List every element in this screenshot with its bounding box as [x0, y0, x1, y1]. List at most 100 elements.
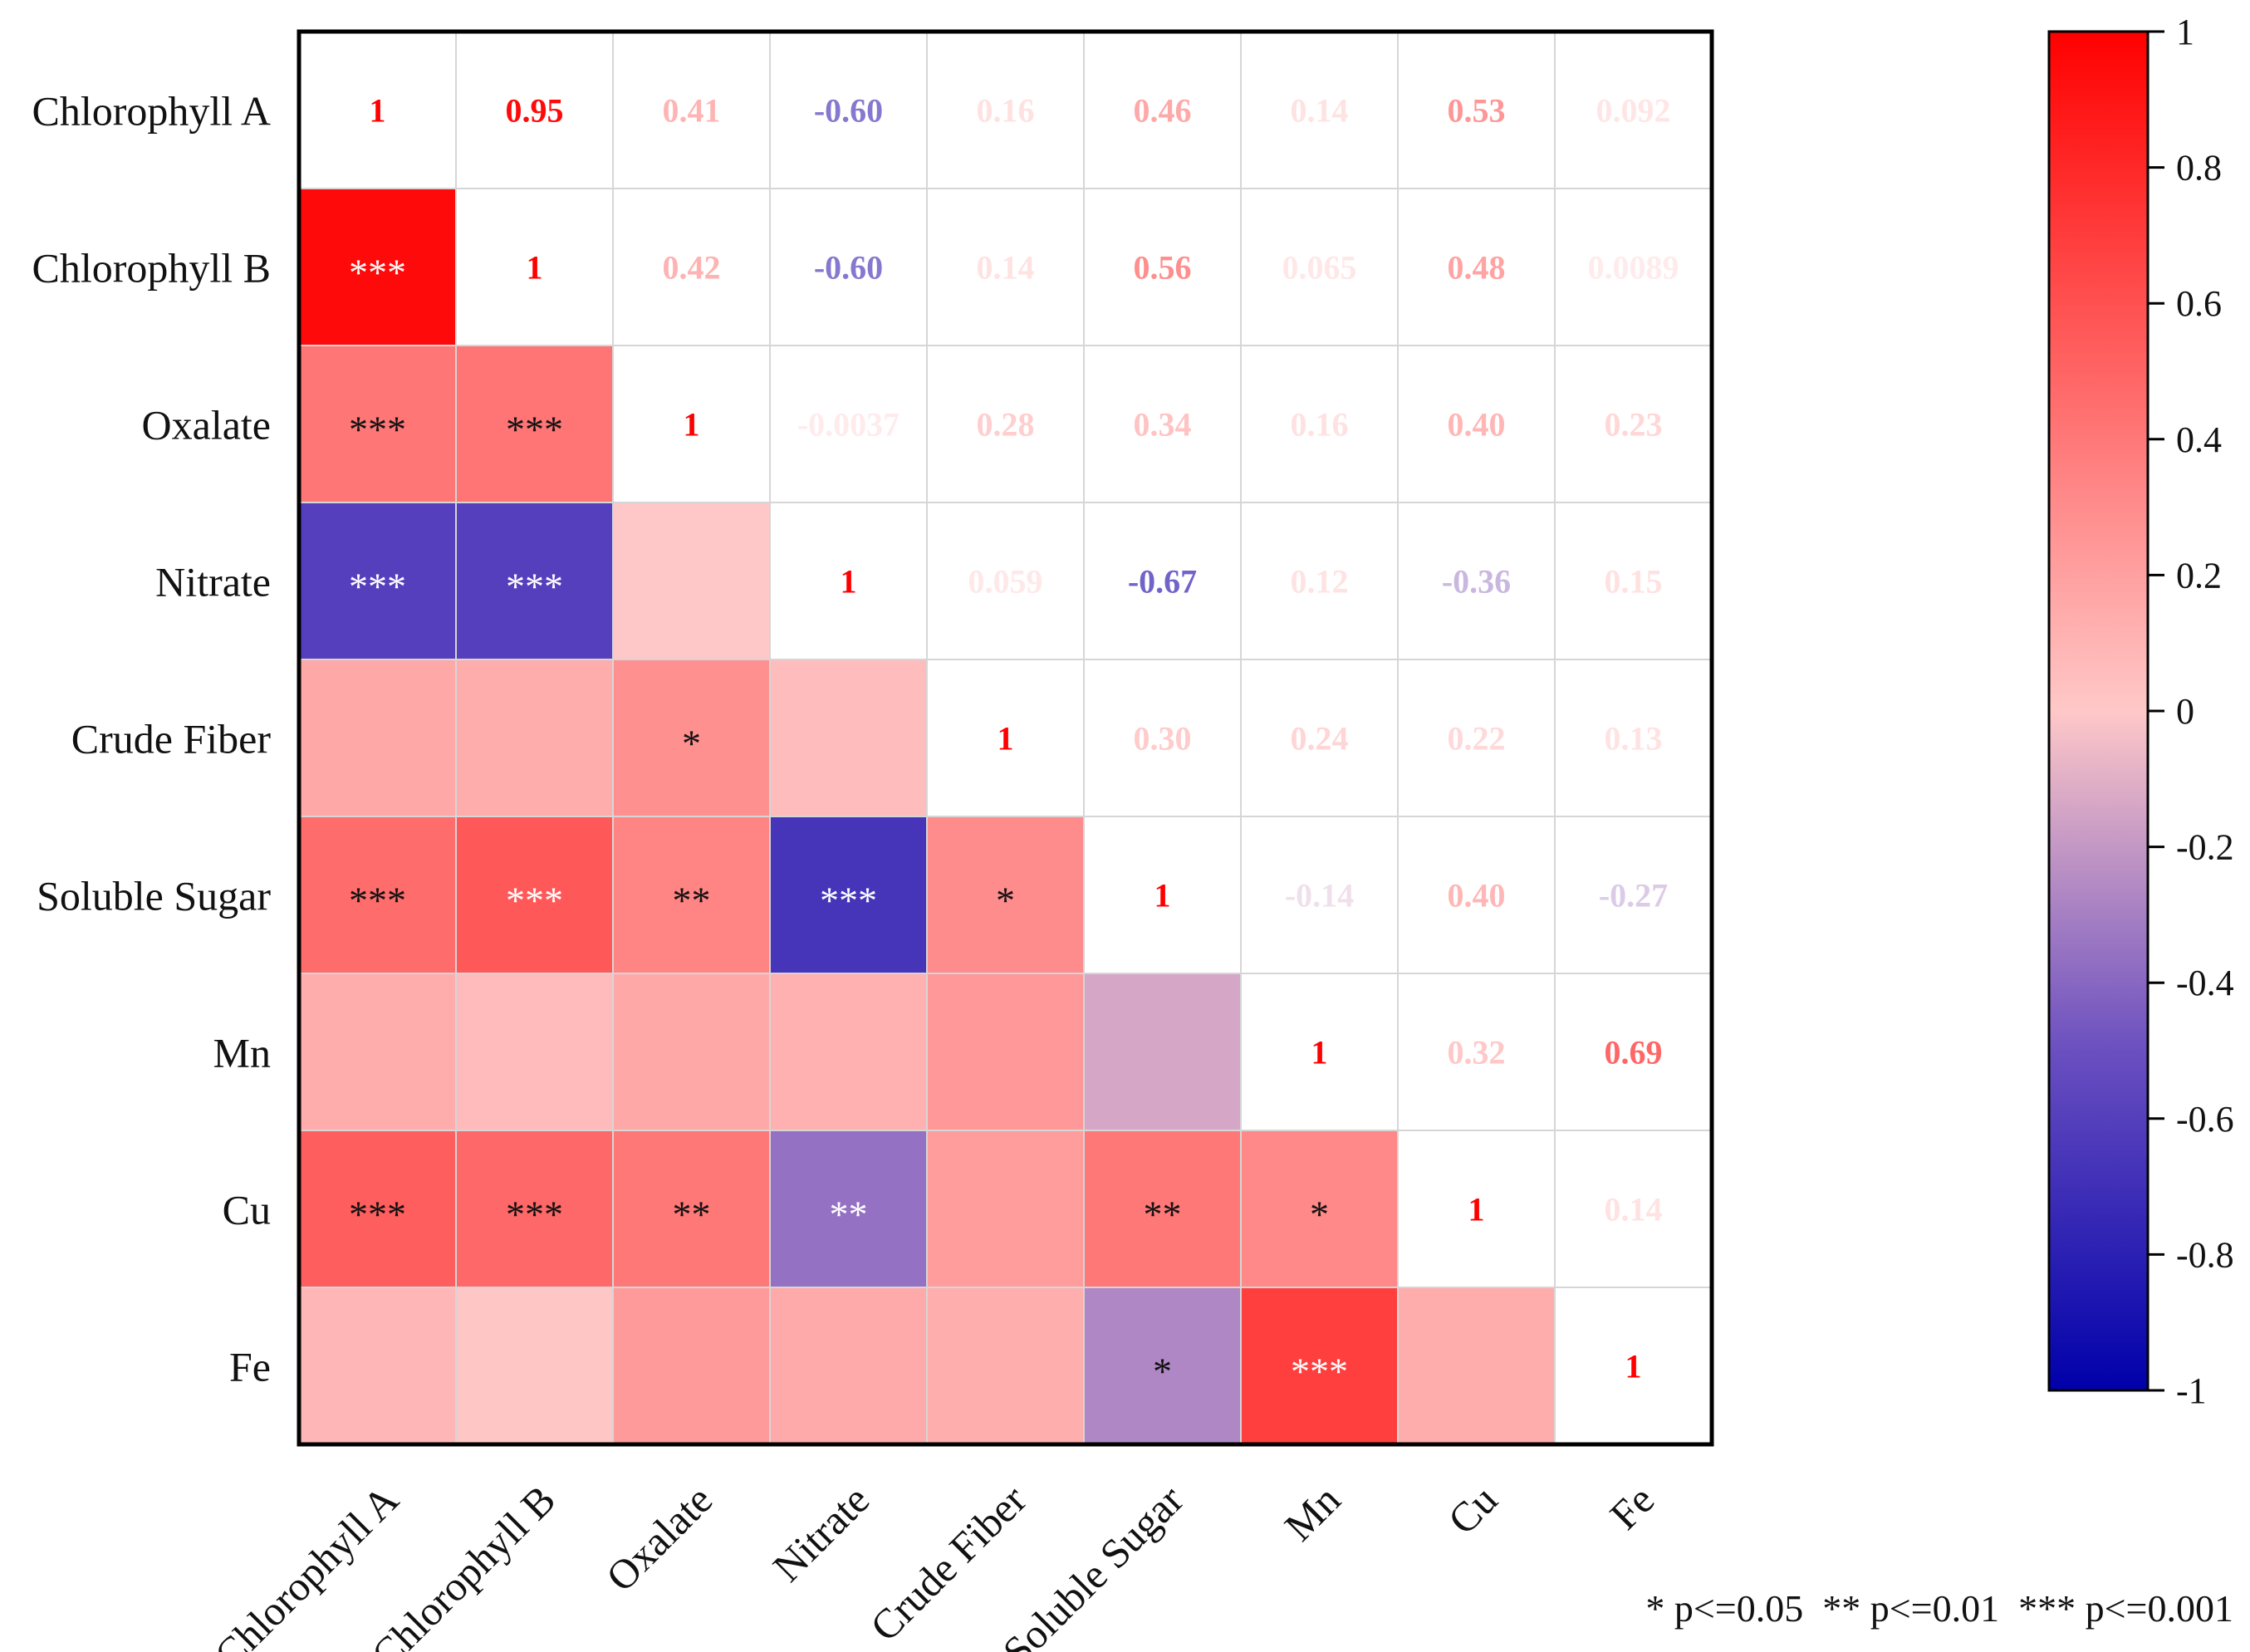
- significance-mark: ***: [506, 880, 563, 922]
- heatmap-cell-6-5: [1084, 973, 1241, 1130]
- colorbar-tick-label: 1: [2176, 12, 2194, 52]
- correlation-value: 0.40: [1448, 877, 1506, 914]
- x-tick-label: Mn: [1276, 1476, 1350, 1550]
- significance-mark: ***: [349, 1194, 406, 1236]
- significance-mark: **: [830, 1194, 868, 1236]
- y-tick-label: Nitrate: [155, 559, 271, 605]
- correlation-value: 0.40: [1448, 406, 1506, 444]
- colorbar-tick-label: 0.8: [2176, 148, 2222, 189]
- colorbar-tick-label: 0.4: [2176, 419, 2222, 460]
- correlation-value: -0.14: [1285, 877, 1354, 914]
- significance-mark: ***: [506, 566, 563, 608]
- heatmap-frame: [297, 29, 1714, 1447]
- x-tick-label: Crude Fiber: [861, 1476, 1036, 1650]
- heatmap-cell-5-3: [770, 816, 927, 973]
- correlation-value: 1: [527, 249, 543, 287]
- correlation-value: 1: [1468, 1191, 1485, 1228]
- heatmap-cell-7-0: [299, 1130, 456, 1287]
- correlation-value: 1: [370, 92, 386, 130]
- significance-mark: *: [1310, 1194, 1329, 1236]
- correlation-value: 0.13: [1605, 720, 1663, 757]
- correlation-value: 0.34: [1134, 406, 1192, 444]
- y-tick-label: Crude Fiber: [71, 716, 272, 762]
- y-tick-label: Soluble Sugar: [37, 873, 271, 919]
- heatmap-cell-8-1: [456, 1287, 613, 1444]
- correlation-value: 0.32: [1448, 1034, 1506, 1071]
- y-tick-label: Mn: [213, 1030, 271, 1076]
- colorbar-tick-label: 0.2: [2176, 555, 2222, 596]
- colorbar-tick-label: 0: [2176, 691, 2194, 732]
- x-tick-label: Chlorophyll A: [205, 1476, 407, 1652]
- correlation-value: -0.36: [1442, 563, 1511, 601]
- colorbar: 1 0.8 0.6 0.4 0.2 0 -0.2 -0.4 -0.6 -0.8 -1: [2047, 12, 2234, 1411]
- significance-mark: ***: [506, 409, 563, 451]
- heatmap-cell-4-0: [299, 659, 456, 816]
- correlation-value: 0.065: [1282, 249, 1357, 287]
- y-axis-labels: Chlorophyll A Chlorophyll B Oxalate Nitrate…: [32, 88, 271, 1390]
- y-tick-label: Oxalate: [142, 402, 271, 449]
- significance-mark: *: [996, 880, 1015, 922]
- correlation-value: -0.60: [814, 249, 883, 287]
- correlation-value: -0.27: [1599, 877, 1668, 914]
- heatmap-cell-2-0: [299, 346, 456, 502]
- significance-mark: **: [673, 880, 711, 922]
- correlation-value: -0.67: [1128, 563, 1197, 601]
- significance-mark: **: [673, 1194, 711, 1236]
- correlation-value: 1: [841, 563, 857, 601]
- heatmap-cell-7-6: [1241, 1130, 1398, 1287]
- y-tick-label: Chlorophyll B: [32, 245, 271, 292]
- heatmap-cell-3-0: [299, 502, 456, 659]
- correlation-value: 0.24: [1291, 720, 1349, 757]
- heatmap-cell-labels: 1 0.95 0.41 -0.60 0.16 0.46 0.14 0.53 0.092*** 1 0…: [349, 92, 1679, 1393]
- y-tick-label: Fe: [229, 1344, 271, 1390]
- colorbar-tick-label: -0.2: [2176, 827, 2234, 868]
- correlation-value: 1: [1311, 1034, 1328, 1071]
- colorbar-tick-label: -0.6: [2176, 1099, 2234, 1140]
- x-tick-label: Oxalate: [597, 1476, 722, 1601]
- heatmap-cell-1-0: [299, 189, 456, 346]
- x-tick-label: Nitrate: [764, 1476, 879, 1591]
- colorbar-tick-label: -0.8: [2176, 1234, 2234, 1275]
- correlation-value: 0.14: [1291, 92, 1349, 130]
- heatmap-cell-8-3: [770, 1287, 927, 1444]
- significance-mark: *: [1153, 1351, 1172, 1393]
- correlation-value: 0.48: [1448, 249, 1506, 287]
- heatmap-cell-4-3: [770, 659, 927, 816]
- correlation-value: 0.53: [1448, 92, 1506, 130]
- correlation-value: -0.0037: [797, 406, 900, 444]
- heatmap-cell-8-6: [1241, 1287, 1398, 1444]
- correlation-value: 0.56: [1134, 249, 1192, 287]
- heatmap-cell-5-2: [613, 816, 770, 973]
- y-tick-label: Chlorophyll A: [32, 88, 271, 135]
- colorbar-tick-label: -1: [2176, 1370, 2207, 1411]
- heatmap-cell-2-1: [456, 346, 613, 502]
- correlation-value: 0.16: [977, 92, 1035, 130]
- significance-mark: ***: [506, 1194, 563, 1236]
- correlation-value: 1: [998, 720, 1014, 757]
- heatmap-cell-6-4: [927, 973, 1084, 1130]
- correlation-value: 0.059: [968, 563, 1043, 601]
- correlation-value: 0.092: [1596, 92, 1671, 130]
- correlation-value: 0.30: [1134, 720, 1192, 757]
- correlation-value: 0.46: [1134, 92, 1192, 130]
- correlation-value: 0.12: [1291, 563, 1349, 601]
- significance-mark: *: [682, 723, 701, 765]
- heatmap-cells: [299, 189, 1555, 1444]
- colorbar-tick-label: 0.6: [2176, 283, 2222, 324]
- heatmap-cell-8-2: [613, 1287, 770, 1444]
- colorbar-gradient: [2047, 30, 2150, 1392]
- correlation-value: 0.14: [1605, 1191, 1663, 1228]
- heatmap-cell-6-0: [299, 973, 456, 1130]
- heatmap-cell-8-5: [1084, 1287, 1241, 1444]
- significance-mark: ***: [349, 880, 406, 922]
- significance-mark: ***: [349, 566, 406, 608]
- heatmap-cell-6-3: [770, 973, 927, 1130]
- heatmap-cell-8-4: [927, 1287, 1084, 1444]
- y-tick-label: Cu: [223, 1187, 271, 1233]
- heatmap-cell-6-2: [613, 973, 770, 1130]
- correlation-value: 0.42: [663, 249, 721, 287]
- correlation-value: 0.0089: [1588, 249, 1679, 287]
- heatmap-cell-3-2: [613, 502, 770, 659]
- significance-note: * p<=0.05 ** p<=0.01 *** p<=0.001: [1645, 1587, 2233, 1630]
